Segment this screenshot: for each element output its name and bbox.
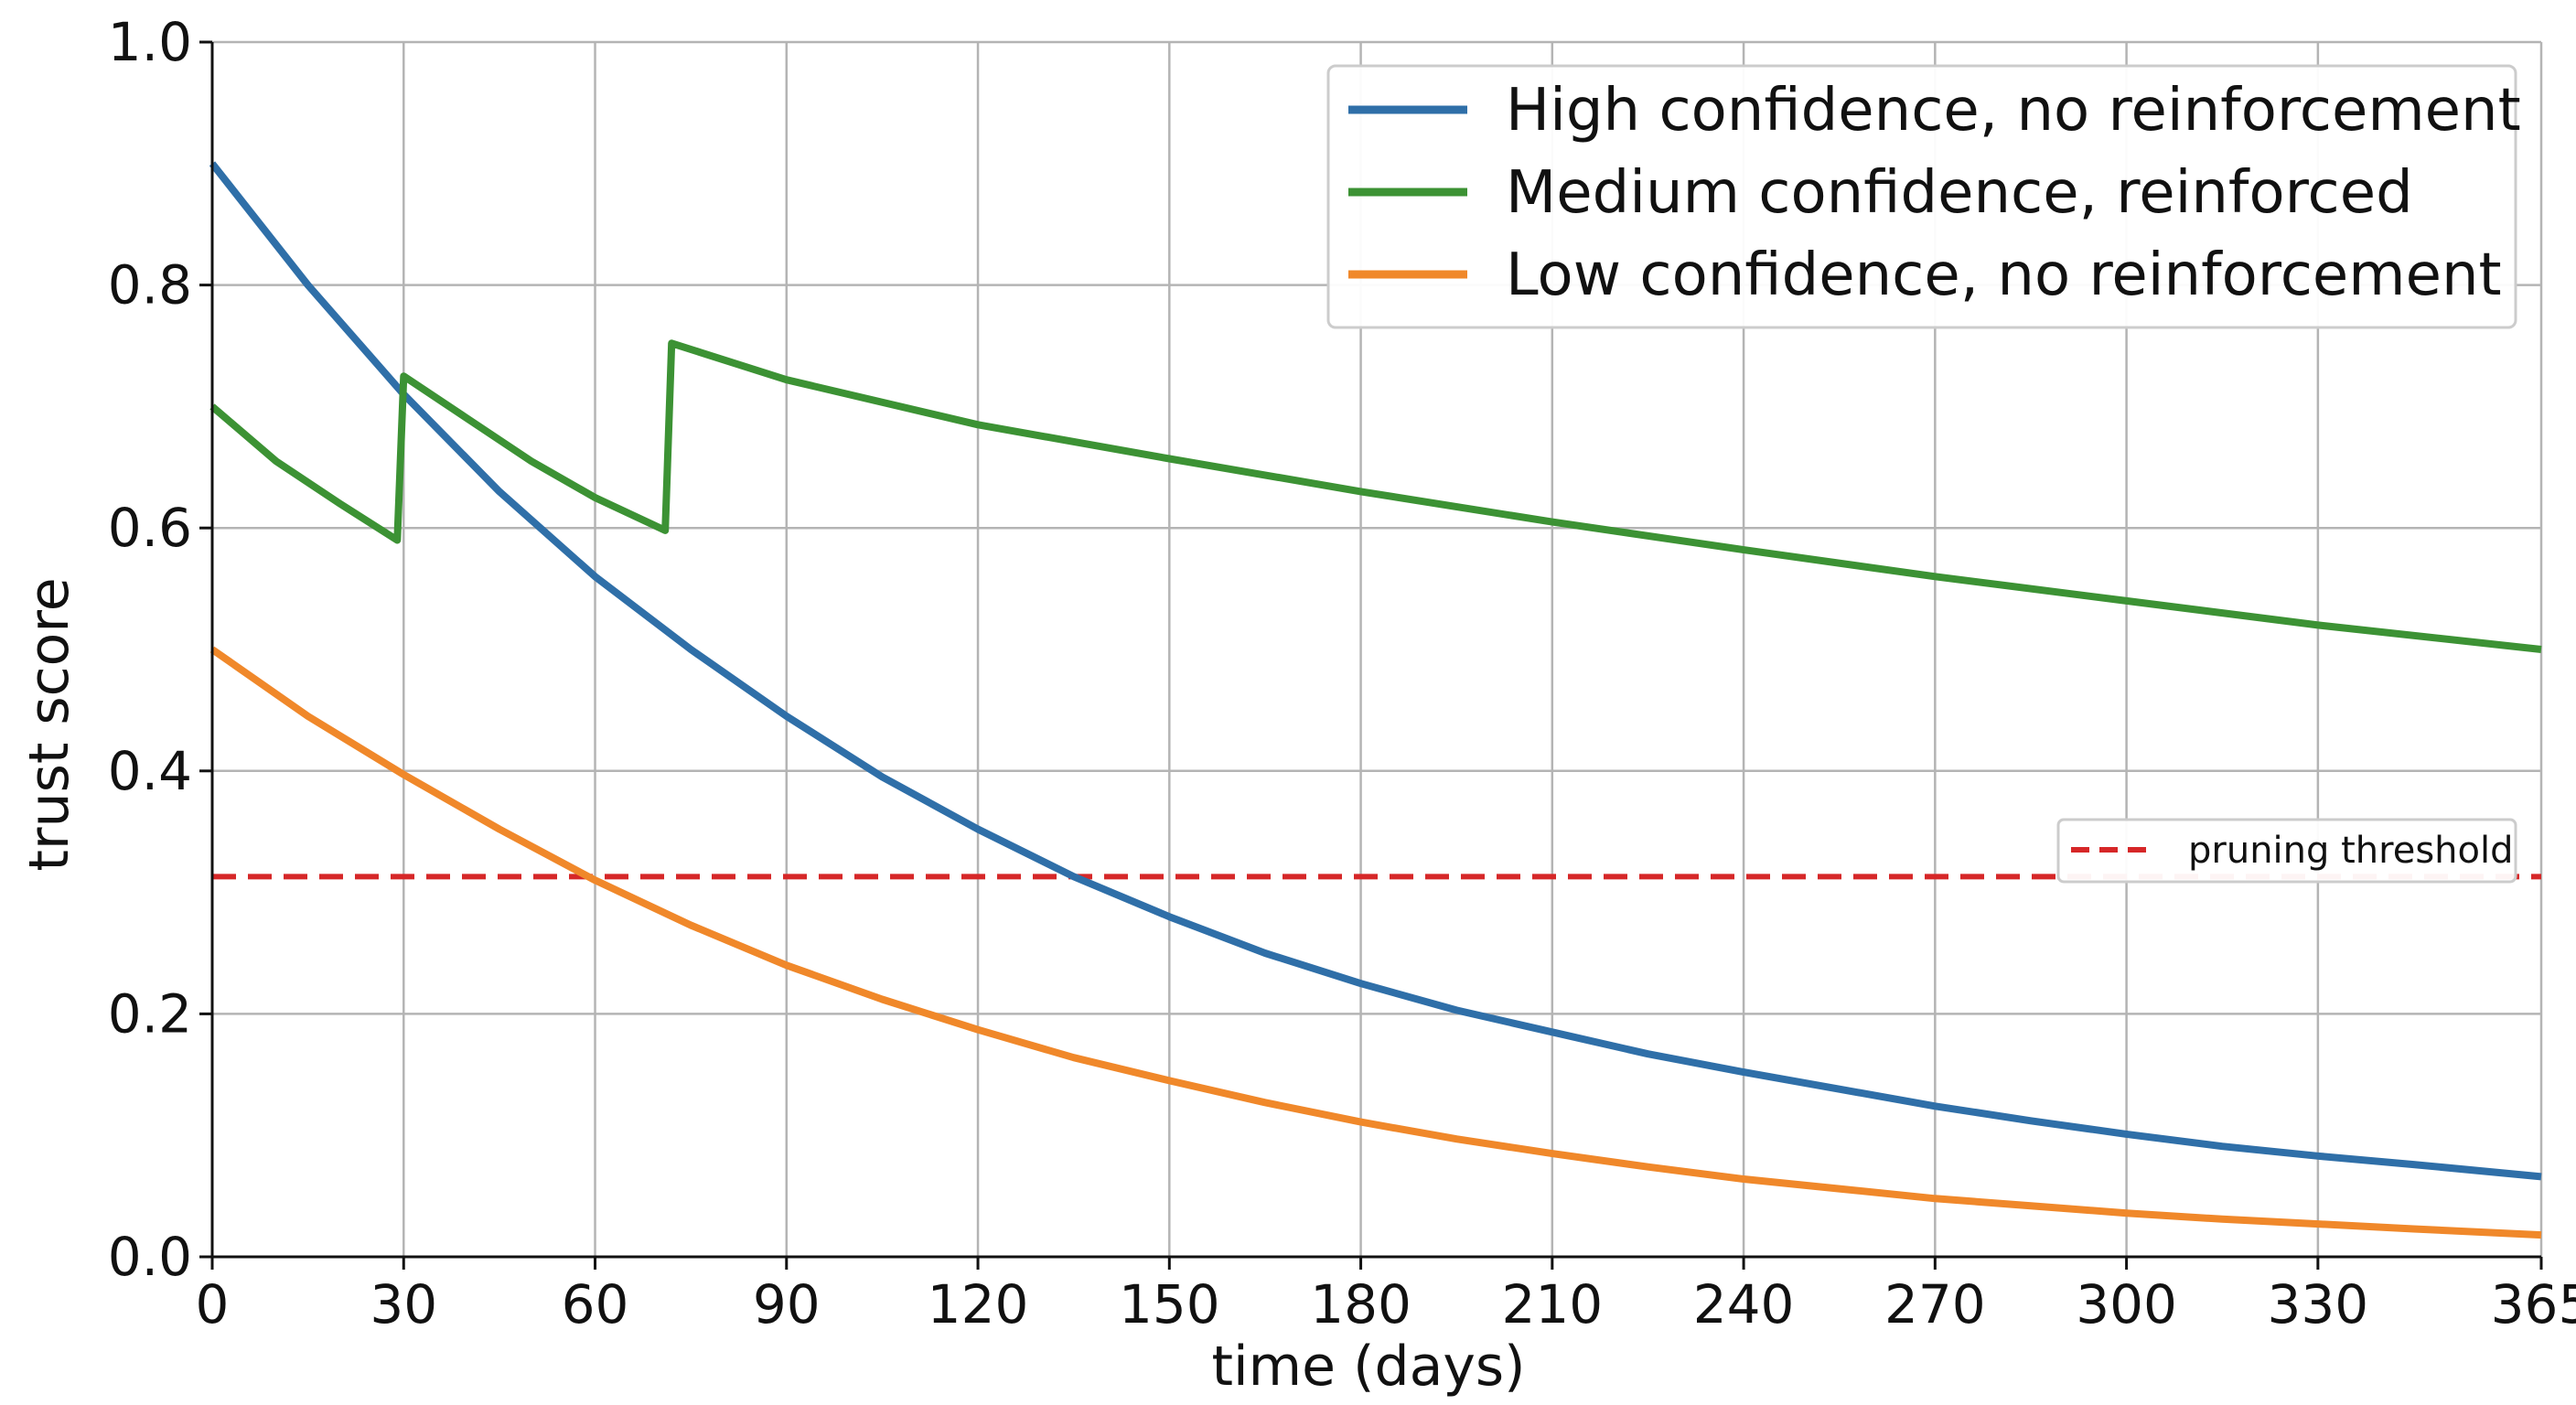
- x-tick-label: 180: [1310, 1273, 1411, 1335]
- x-tick-label: 330: [2268, 1273, 2369, 1335]
- x-tick-label: 120: [928, 1273, 1029, 1335]
- legend-item-low: Low confidence, no reinforcement: [1348, 241, 2502, 309]
- x-tick-label: 270: [1884, 1273, 1986, 1335]
- x-tick-label: 60: [562, 1273, 629, 1335]
- y-tick-label: 0.2: [108, 982, 192, 1045]
- legend-label-medium: Medium confidence, reinforced: [1506, 159, 2413, 227]
- high-confidence-line: [209, 161, 2542, 1181]
- y-tick-label: 0.4: [108, 740, 192, 802]
- y-axis-label: trust score: [17, 577, 81, 871]
- legend-label-high: High confidence, no reinforcement: [1506, 77, 2521, 145]
- y-tick-label: 1.0: [108, 11, 192, 73]
- threshold-legend: pruning threshold: [2056, 818, 2517, 884]
- x-tick-label: 30: [370, 1273, 437, 1335]
- x-tick-label: 0: [196, 1273, 230, 1335]
- x-tick-label: 240: [1693, 1273, 1795, 1335]
- legend-box: [1326, 64, 2517, 329]
- x-tick-label: 365: [2491, 1273, 2576, 1335]
- legend-label-low: Low confidence, no reinforcement: [1506, 241, 2502, 309]
- legend: High confidence, no reinforcement Medium…: [1326, 64, 2521, 329]
- threshold-legend-label: pruning threshold: [2188, 830, 2514, 872]
- legend-item-high: High confidence, no reinforcement: [1348, 77, 2521, 145]
- x-axis-label: time (days): [1211, 1335, 1525, 1399]
- medium-confidence-line: [209, 339, 2542, 653]
- axes: [210, 42, 2541, 1259]
- x-tick-label: 90: [753, 1273, 821, 1335]
- x-tick-label: 150: [1119, 1273, 1220, 1335]
- low-confidence-line: [209, 646, 2542, 1239]
- y-tick-label: 0.0: [108, 1226, 192, 1288]
- x-tick-label: 300: [2076, 1273, 2177, 1335]
- ticks: 0 30 60 90 120 150 180 210 240 270 300 330 365 0.0 0.2…: [108, 11, 2576, 1335]
- threshold-legend-box: [2056, 818, 2517, 884]
- y-tick-label: 0.8: [108, 254, 192, 316]
- legend-item-medium: Medium confidence, reinforced: [1348, 159, 2413, 227]
- x-tick-label: 210: [1501, 1273, 1603, 1335]
- y-tick-label: 0.6: [108, 497, 192, 559]
